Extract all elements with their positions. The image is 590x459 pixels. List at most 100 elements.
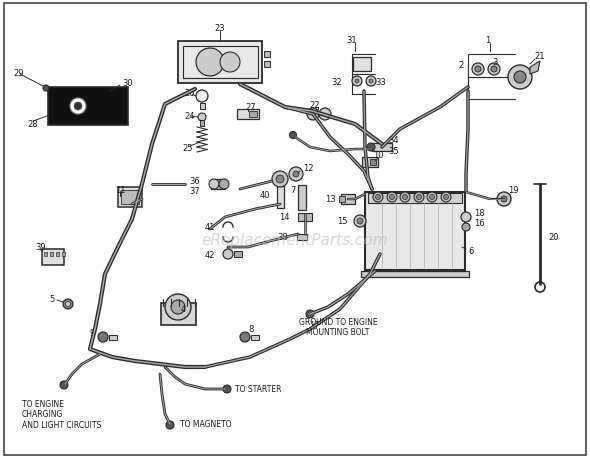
Bar [55,252,58,257]
Text: GROUND TO ENGINE
MOUNTING BOLT: GROUND TO ENGINE MOUNTING BOLT [299,317,378,336]
Circle shape [289,168,303,182]
Circle shape [60,381,68,389]
Text: 36: 36 [189,176,200,185]
Text: 1: 1 [486,35,491,45]
Circle shape [307,109,319,121]
Bar [182,47,257,79]
Text: 12: 12 [303,163,313,172]
Circle shape [441,193,451,202]
Text: TO MAGNETO: TO MAGNETO [180,420,231,429]
Circle shape [367,144,375,151]
Circle shape [165,294,191,320]
Bar [341,195,355,205]
Text: 14: 14 [280,213,290,222]
Circle shape [369,80,373,84]
Text: 10: 10 [373,150,384,159]
Bar [178,42,263,84]
Text: TO STARTER: TO STARTER [235,385,281,394]
Text: eReplacementParts.com: eReplacementParts.com [202,232,388,247]
Bar [52,110,102,115]
Circle shape [366,77,376,87]
Text: 18: 18 [474,208,484,217]
Circle shape [354,216,366,228]
Bar [361,271,469,277]
Text: 30: 30 [122,78,133,87]
Text: 4: 4 [181,305,186,314]
Bar [370,160,376,166]
Circle shape [430,195,434,200]
Bar [42,249,64,265]
Circle shape [198,114,206,122]
Bar [368,194,462,203]
Bar [237,110,259,120]
Circle shape [497,193,511,207]
Circle shape [387,193,397,202]
Text: 3: 3 [492,57,497,67]
Bar [234,252,242,257]
Text: 38: 38 [277,232,288,241]
Bar [365,193,465,270]
Text: 41: 41 [205,223,215,232]
Circle shape [171,300,185,314]
Bar [52,102,102,107]
Text: 29: 29 [13,68,24,77]
Circle shape [63,299,73,309]
Bar [61,252,64,257]
Circle shape [223,249,233,259]
Circle shape [417,195,421,200]
Bar [251,335,259,340]
Text: 6: 6 [468,247,473,256]
Text: 5: 5 [50,295,55,304]
Bar [297,235,307,241]
Circle shape [357,218,363,224]
Circle shape [402,195,408,200]
Text: 24: 24 [184,111,195,120]
Bar [118,188,142,207]
Text: 11: 11 [115,185,126,194]
Circle shape [319,109,331,121]
Circle shape [461,213,471,223]
Text: 19: 19 [508,185,519,194]
Circle shape [196,49,224,77]
Text: 9: 9 [90,328,95,337]
Bar [121,190,139,205]
Text: 26: 26 [184,88,195,97]
Circle shape [355,80,359,84]
Bar [298,185,306,210]
Circle shape [375,195,381,200]
Text: 23: 23 [215,23,225,33]
Bar [52,94,102,99]
Text: 33: 33 [375,77,386,86]
Text: 35: 35 [388,146,399,155]
Text: 31: 31 [347,35,358,45]
Bar [362,157,378,168]
Circle shape [74,103,82,111]
Circle shape [352,77,362,87]
Bar [160,303,195,325]
Bar [249,112,257,118]
Circle shape [220,53,240,73]
Bar [264,52,270,58]
Circle shape [209,179,219,190]
Bar [52,118,102,123]
Bar [277,187,284,208]
Text: 7: 7 [291,185,296,194]
Circle shape [306,310,314,318]
Circle shape [400,193,410,202]
Circle shape [475,67,481,73]
Text: 40: 40 [260,190,270,199]
Circle shape [444,195,448,200]
Text: 2: 2 [459,61,464,69]
Bar [339,196,345,202]
Circle shape [427,193,437,202]
Circle shape [472,64,484,76]
Bar [44,252,47,257]
Circle shape [65,302,70,307]
Circle shape [389,195,395,200]
Circle shape [196,91,208,103]
Text: 32: 32 [332,77,342,86]
Text: 20: 20 [548,233,559,242]
Text: 34: 34 [388,135,399,144]
Text: 28: 28 [27,119,38,128]
Polygon shape [530,62,540,75]
